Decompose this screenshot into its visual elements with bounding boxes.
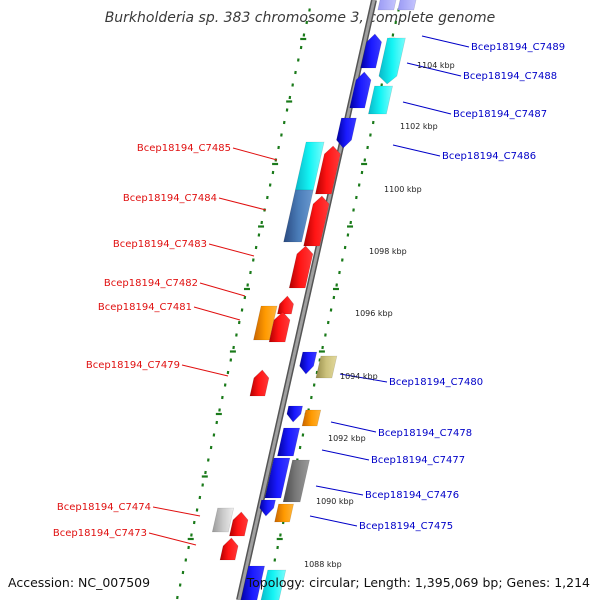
label-leader-line bbox=[392, 144, 441, 157]
gene-c7483[interactable] bbox=[288, 245, 314, 289]
label-leader-line bbox=[309, 515, 358, 527]
label-leader-line bbox=[402, 101, 452, 115]
gene-label-c7483[interactable]: Bcep18194_C7483 bbox=[113, 239, 207, 250]
gene-label-c7479[interactable]: Bcep18194_C7479 bbox=[86, 360, 180, 371]
kbp-label: 1102 kbp bbox=[400, 122, 438, 131]
gene-label-c7480[interactable]: Bcep18194_C7480 bbox=[389, 377, 483, 388]
gene-c7487[interactable] bbox=[368, 85, 393, 115]
gene-c7490-fragment[interactable] bbox=[397, 0, 418, 11]
gene-c7476-blue[interactable] bbox=[264, 457, 291, 499]
gene-c7479[interactable] bbox=[249, 369, 270, 397]
kbp-label: 1094 kbp bbox=[340, 372, 378, 381]
gene-track bbox=[211, 0, 418, 600]
map-title: Burkholderia sp. 383 chromosome 3, compl… bbox=[105, 10, 496, 26]
gene-c7486[interactable] bbox=[336, 117, 357, 149]
gene-c7481-orange[interactable] bbox=[253, 305, 278, 341]
topology-text: Topology: circular; Length: 1,395,069 bp… bbox=[246, 575, 590, 590]
gene-c7474[interactable] bbox=[229, 511, 249, 537]
kbp-label: 1090 kbp bbox=[316, 497, 354, 506]
gene-c7485[interactable] bbox=[315, 145, 341, 195]
gene-c7481[interactable] bbox=[268, 311, 291, 343]
accession-text: Accession: NC_007509 bbox=[8, 575, 150, 590]
gene-label-c7478[interactable]: Bcep18194_C7478 bbox=[378, 428, 472, 439]
label-leader-line bbox=[218, 197, 267, 211]
gene-c7475-blue[interactable] bbox=[259, 499, 276, 517]
label-leader-line bbox=[339, 373, 388, 383]
gene-bottom-blue[interactable] bbox=[240, 565, 265, 600]
gene-c7473[interactable] bbox=[219, 537, 239, 561]
right-gene-labels: Bcep18194_C7489 Bcep18194_C7488 Bcep1819… bbox=[359, 42, 565, 532]
gene-label-c7486[interactable]: Bcep18194_C7486 bbox=[442, 151, 536, 162]
label-leader-line bbox=[421, 35, 470, 48]
gene-label-c7488[interactable]: Bcep18194_C7488 bbox=[463, 71, 557, 82]
gene-label-c7474[interactable]: Bcep18194_C7474 bbox=[57, 502, 151, 513]
label-leader-line bbox=[321, 449, 370, 461]
label-leader-line bbox=[152, 506, 201, 517]
kbp-label: 1100 kbp bbox=[384, 185, 422, 194]
kbp-label: 1104 kbp bbox=[417, 61, 455, 70]
gene-c7474-grey[interactable] bbox=[211, 507, 235, 533]
gene-label-c7481[interactable]: Bcep18194_C7481 bbox=[98, 302, 192, 313]
label-leader-line bbox=[315, 485, 364, 496]
label-leader-line bbox=[330, 421, 377, 433]
gene-label-c7482[interactable]: Bcep18194_C7482 bbox=[104, 278, 198, 289]
kbp-label: 1088 kbp bbox=[304, 560, 342, 569]
label-leader-line bbox=[181, 364, 229, 377]
kbp-labels: 1104 kbp 1102 kbp 1100 kbp 1098 kbp 1096… bbox=[304, 61, 455, 569]
kbp-label: 1098 kbp bbox=[369, 247, 407, 256]
label-leaders bbox=[148, 35, 470, 546]
gene-c7478-blue[interactable] bbox=[286, 405, 303, 423]
label-leader-line bbox=[148, 532, 197, 546]
gene-c7480-blue[interactable] bbox=[299, 351, 318, 375]
gene-c7489-fragment[interactable] bbox=[377, 0, 398, 11]
label-leader-line bbox=[193, 306, 241, 321]
gene-label-c7473[interactable]: Bcep18194_C7473 bbox=[53, 528, 147, 539]
gene-label-c7489[interactable]: Bcep18194_C7489 bbox=[471, 42, 565, 53]
label-leader-line bbox=[406, 62, 462, 77]
gene-c7488[interactable] bbox=[378, 37, 406, 85]
kbp-label: 1092 kbp bbox=[328, 434, 366, 443]
gene-c7489[interactable] bbox=[360, 33, 382, 69]
label-leader-line bbox=[232, 147, 278, 161]
gene-bottom-cyan[interactable] bbox=[260, 569, 287, 600]
label-leader-line bbox=[199, 282, 246, 297]
label-leader-line bbox=[208, 243, 255, 257]
gene-c7482[interactable] bbox=[277, 295, 294, 315]
gene-c7484[interactable] bbox=[303, 195, 330, 247]
gene-c7477[interactable] bbox=[277, 427, 301, 457]
gene-label-c7477[interactable]: Bcep18194_C7477 bbox=[371, 455, 465, 466]
gene-label-c7487[interactable]: Bcep18194_C7487 bbox=[453, 109, 547, 120]
gene-c7487-a[interactable] bbox=[349, 71, 372, 109]
gene-label-c7485[interactable]: Bcep18194_C7485 bbox=[137, 143, 231, 154]
gene-label-c7475[interactable]: Bcep18194_C7475 bbox=[359, 521, 453, 532]
gene-c7478[interactable] bbox=[301, 409, 322, 427]
gene-c7480[interactable] bbox=[315, 355, 338, 379]
left-gene-labels: Bcep18194_C7485 Bcep18194_C7484 Bcep1819… bbox=[53, 143, 231, 539]
kbp-label: 1096 kbp bbox=[355, 309, 393, 318]
gene-c7476[interactable] bbox=[282, 459, 310, 503]
gene-label-c7476[interactable]: Bcep18194_C7476 bbox=[365, 490, 459, 501]
gene-c7484-steel[interactable] bbox=[283, 189, 314, 243]
gene-c7475[interactable] bbox=[274, 503, 294, 523]
gene-label-c7484[interactable]: Bcep18194_C7484 bbox=[123, 193, 217, 204]
